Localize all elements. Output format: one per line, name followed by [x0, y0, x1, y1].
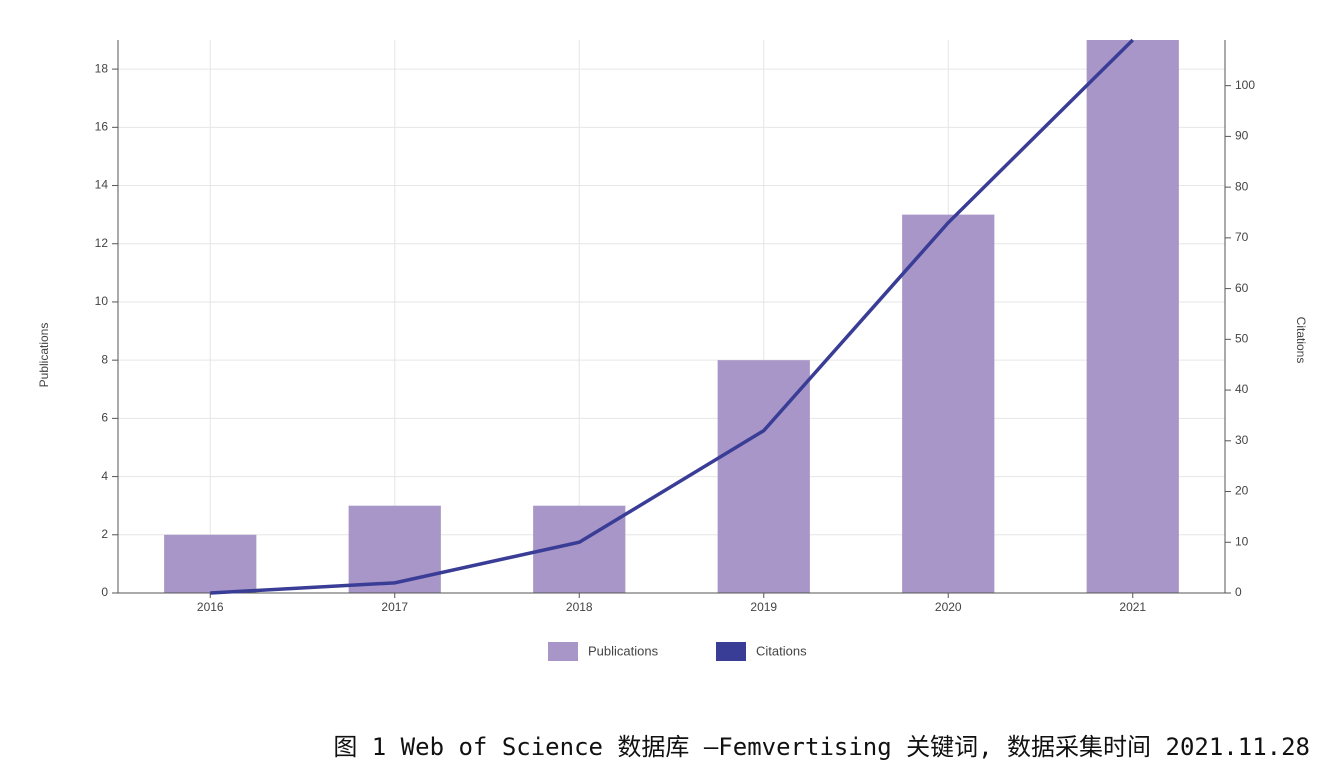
y-tick-label: 14	[95, 178, 109, 192]
y2-tick-label: 0	[1235, 585, 1242, 599]
y-tick-label: 6	[101, 411, 108, 425]
line	[210, 38, 1134, 595]
y2-tick-label: 30	[1235, 433, 1249, 447]
bar	[1086, 40, 1179, 593]
legend-label: Publications	[588, 643, 659, 658]
x-tick-label: 2016	[197, 600, 224, 614]
y2-tick-label: 40	[1235, 382, 1249, 396]
legend-swatch	[716, 642, 746, 661]
bar	[902, 214, 995, 593]
y-tick-label: 8	[101, 352, 108, 366]
y2-tick-label: 90	[1235, 129, 1249, 143]
x-tick-label: 2019	[750, 600, 777, 614]
bar	[717, 360, 810, 593]
bar	[164, 534, 257, 593]
y2-tick-label: 50	[1235, 332, 1249, 346]
y2-tick-label: 100	[1235, 78, 1255, 92]
y-tick-label: 12	[95, 236, 109, 250]
y2-tick-label: 10	[1235, 534, 1249, 548]
x-tick-label: 2017	[381, 600, 408, 614]
caption: 图 1 Web of Science 数据库 —Femvertising 关键词…	[333, 733, 1310, 761]
x-tick-label: 2018	[566, 600, 593, 614]
y2-axis-label: Citations	[1294, 317, 1308, 364]
y-tick-label: 18	[95, 61, 109, 75]
x-tick-label: 2021	[1119, 600, 1146, 614]
y-tick-label: 2	[101, 527, 108, 541]
y2-tick-label: 20	[1235, 484, 1249, 498]
legend-label: Citations	[756, 643, 807, 658]
y-tick-label: 16	[95, 119, 109, 133]
x-tick-label: 2020	[935, 600, 962, 614]
y-axis-label: Publications	[37, 323, 51, 388]
y-tick-label: 0	[101, 585, 108, 599]
y-tick-label: 10	[95, 294, 109, 308]
bar	[348, 505, 441, 593]
y2-tick-label: 80	[1235, 179, 1249, 193]
y2-tick-label: 60	[1235, 281, 1249, 295]
y-tick-label: 4	[101, 469, 108, 483]
legend-swatch	[548, 642, 578, 661]
y2-tick-label: 70	[1235, 230, 1249, 244]
